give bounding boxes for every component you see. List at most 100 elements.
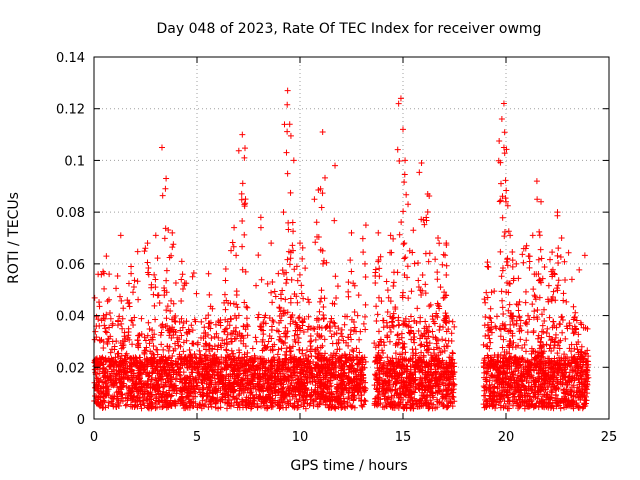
data-point [493, 313, 500, 320]
data-point [145, 264, 152, 271]
data-point [415, 327, 422, 334]
data-point [194, 382, 201, 389]
data-point [135, 296, 142, 303]
data-point [417, 342, 424, 349]
data-point [278, 345, 285, 352]
data-point [158, 144, 165, 151]
data-point [130, 289, 137, 296]
data-point [154, 292, 161, 299]
data-point [91, 294, 98, 301]
data-point [141, 248, 148, 255]
data-point [113, 338, 120, 345]
data-point [100, 345, 107, 352]
data-point [228, 247, 235, 254]
data-point [383, 278, 390, 285]
data-point [257, 224, 264, 231]
data-point [327, 327, 334, 334]
data-point [146, 340, 153, 347]
data-point [381, 342, 388, 349]
data-point [272, 293, 279, 300]
data-point [252, 334, 259, 341]
data-point [231, 224, 238, 231]
data-point [408, 313, 415, 320]
data-point [517, 336, 524, 343]
data-point [308, 353, 315, 360]
data-point [221, 328, 228, 335]
data-point [188, 322, 195, 329]
data-point [163, 315, 170, 322]
data-point [169, 229, 176, 236]
data-point [541, 317, 548, 324]
data-point [129, 341, 136, 348]
data-point [306, 402, 313, 409]
data-point [271, 288, 278, 295]
data-point [345, 342, 352, 349]
data-point [307, 338, 314, 345]
data-point [113, 285, 120, 292]
data-point [239, 180, 246, 187]
data-point [565, 249, 572, 256]
data-point [170, 300, 177, 307]
data-point [270, 354, 277, 361]
data-point [437, 323, 444, 330]
data-point [141, 334, 148, 341]
data-point [228, 347, 235, 354]
data-point [101, 322, 108, 329]
data-point [268, 327, 275, 334]
data-point [213, 330, 220, 337]
data-point [131, 277, 138, 284]
data-point [160, 346, 167, 353]
data-point [330, 319, 337, 326]
data-point [361, 397, 368, 404]
data-point [238, 190, 245, 197]
data-point [559, 329, 566, 336]
data-point [208, 335, 215, 342]
data-point [281, 351, 288, 358]
data-point [106, 271, 113, 278]
data-point [306, 299, 313, 306]
data-point [234, 304, 241, 311]
data-point [305, 296, 312, 303]
data-point [295, 315, 302, 322]
data-point [519, 251, 526, 258]
data-point [499, 297, 506, 304]
data-point [554, 342, 561, 349]
data-point [482, 299, 489, 306]
data-point [510, 368, 517, 375]
data-point [214, 346, 221, 353]
data-point [517, 402, 524, 409]
data-point [340, 376, 347, 383]
data-point [190, 270, 197, 277]
data-point [392, 350, 399, 357]
data-point [562, 276, 569, 283]
data-point [229, 239, 236, 246]
data-point [97, 337, 104, 344]
data-point [180, 348, 187, 355]
data-point [411, 260, 418, 267]
data-point [178, 332, 185, 339]
data-point [525, 312, 532, 319]
data-point [123, 370, 130, 377]
data-point [380, 324, 387, 331]
data-point [440, 251, 447, 258]
data-point [279, 287, 286, 294]
data-point [125, 325, 132, 332]
data-point [268, 240, 275, 247]
data-point [92, 328, 99, 335]
data-point [283, 276, 290, 283]
data-point [415, 283, 422, 290]
data-point [165, 387, 172, 394]
data-point [152, 284, 159, 291]
data-point [487, 315, 494, 322]
data-point [152, 276, 159, 283]
data-point [298, 290, 305, 297]
data-point [529, 301, 536, 308]
data-point [216, 359, 223, 366]
data-point [415, 277, 422, 284]
data-point [422, 318, 429, 325]
data-point [129, 317, 136, 324]
data-point [439, 261, 446, 268]
data-point [411, 339, 418, 346]
data-point [323, 323, 330, 330]
data-point [255, 311, 262, 318]
